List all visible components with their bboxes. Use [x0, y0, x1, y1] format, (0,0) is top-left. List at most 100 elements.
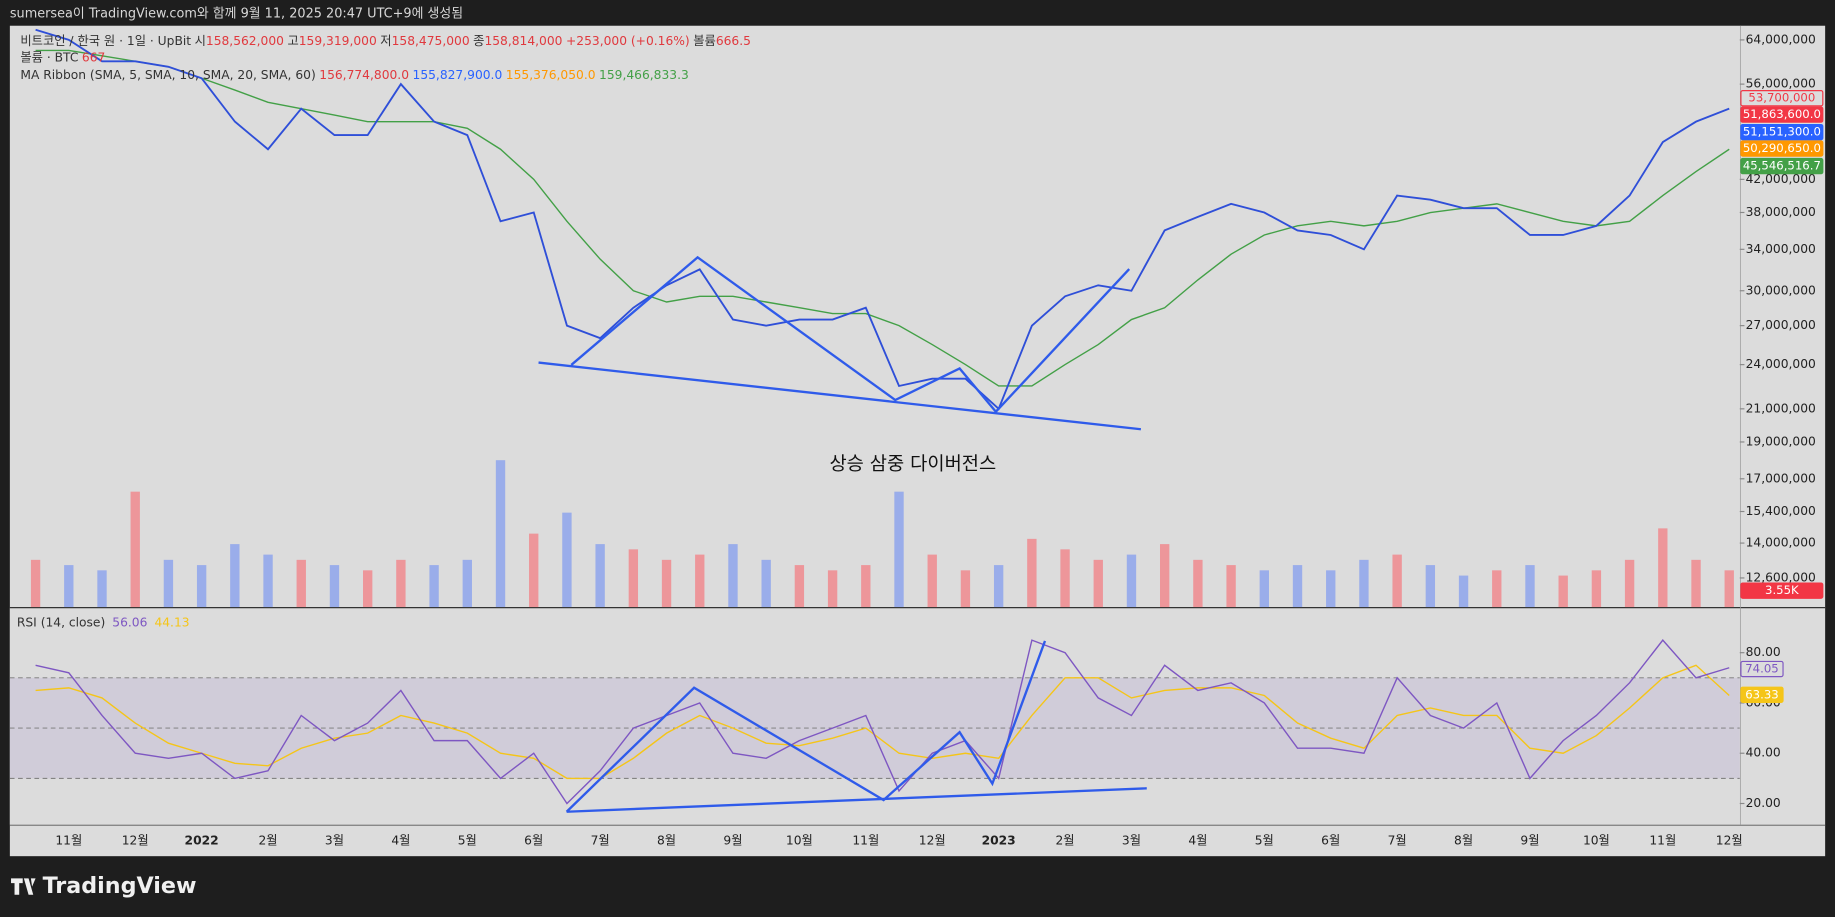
volume-bar — [529, 533, 539, 608]
x-tick-label: 7월 — [1388, 833, 1407, 847]
last-value-label: 74.05 — [1745, 662, 1778, 676]
rsi-trendline — [566, 787, 1147, 813]
volume-bar — [1624, 559, 1635, 608]
brand: TradingView — [43, 873, 197, 899]
volume-bar — [64, 565, 74, 608]
x-tick-label: 4월 — [1188, 833, 1207, 847]
legend-row: 비트코인 / 한국 원 · 1일 · UpBit 시158,562,000 고159… — [20, 33, 751, 47]
ohlc-value: 159,319,000 — [299, 33, 377, 47]
y-tick-label: 20.00 — [1746, 796, 1781, 810]
volume-bar — [495, 460, 506, 608]
volume-bar — [562, 512, 572, 608]
y-tick-label: 24,000,000 — [1746, 357, 1816, 371]
volume-bar — [1259, 570, 1269, 608]
rsi-line — [35, 664, 1730, 780]
x-tick-label: 2월 — [259, 833, 278, 847]
rsi-panel — [9, 608, 1740, 825]
volume-bar — [30, 559, 41, 608]
rsi-value: 56.06 — [112, 615, 147, 629]
y-tick-label: 14,000,000 — [1746, 536, 1816, 550]
rsi-title: RSI (14, close) — [17, 615, 105, 629]
ohlc-value: 158,475,000 — [392, 33, 470, 47]
volume-bar — [1292, 565, 1303, 608]
volume-bar — [927, 554, 937, 608]
volume-bar — [1326, 570, 1336, 608]
x-tick-label: 6월 — [1321, 833, 1340, 847]
y-tick-label: 30,000,000 — [1746, 283, 1816, 297]
volume-bar — [1691, 559, 1701, 608]
ohlc-value: 158,814,000 — [484, 33, 562, 47]
x-tick-label: 10월 — [1583, 833, 1610, 847]
volume-bar — [462, 559, 472, 608]
volume-bar — [695, 554, 705, 608]
y-tick-label: 12,600,000 — [1746, 570, 1816, 584]
y-tick-label: 15,400,000 — [1746, 504, 1816, 518]
x-tick-label: 6월 — [524, 833, 543, 847]
change: +253,000 (+0.16%) — [566, 33, 690, 47]
x-tick-label: 5월 — [1255, 833, 1274, 847]
volume-bar — [230, 544, 240, 608]
annotation: 상승 삼중 다이버전스 — [829, 454, 996, 475]
volume-bar — [1458, 575, 1469, 608]
zigzag — [570, 255, 1131, 414]
ohlc-value: 158,562,000 — [206, 33, 284, 47]
volume-bar — [1591, 570, 1602, 608]
last-value-label: 50,290,650.0 — [1743, 141, 1821, 155]
x-tick-label: 5월 — [458, 833, 477, 847]
volume-bar — [329, 565, 340, 608]
last-value-label: 51,863,600.0 — [1743, 107, 1821, 121]
x-tick-label: 11월 — [852, 833, 879, 847]
x-tick-label: 12월 — [919, 833, 946, 847]
last-value-box — [1740, 90, 1824, 107]
ma-value: 155,827,900.0 — [413, 67, 503, 81]
last-value-label: 3.55K — [1765, 583, 1799, 597]
x-tick-label: 11월 — [55, 833, 82, 847]
ma-value: 155,376,050.0 — [506, 67, 596, 81]
rsi-legend: RSI (14, close) 56.06 44.13 — [17, 615, 190, 629]
last-value-label: 45,546,516.7 — [1743, 159, 1821, 173]
volume-bar — [1492, 570, 1502, 608]
y-tick-label: 64,000,000 — [1746, 32, 1816, 46]
volume-bar — [163, 559, 174, 608]
price-line — [35, 28, 1730, 411]
volume-text: 666.5 — [716, 33, 751, 47]
volume-bar — [1425, 565, 1436, 608]
volume-bar — [1126, 554, 1137, 608]
ohlc-label: 시 — [195, 33, 206, 47]
y-tick-label: 27,000,000 — [1746, 318, 1816, 332]
volume-bar — [396, 559, 406, 608]
x-tick-label: 4월 — [391, 833, 410, 847]
y-tick-label: 56,000,000 — [1746, 77, 1816, 91]
last-value-box — [1740, 123, 1824, 141]
ma-value: 159,466,833.3 — [599, 67, 689, 81]
x-tick-label: 12월 — [122, 833, 149, 847]
rsi-zigzag — [565, 640, 1047, 813]
volume-bar — [761, 559, 771, 608]
y-tick-label: 21,000,000 — [1746, 401, 1816, 415]
volume-bar — [1724, 570, 1734, 608]
volume-bar — [1027, 538, 1037, 608]
volume-bar — [97, 570, 107, 608]
y-tick-label: 80.00 — [1746, 645, 1781, 659]
y-tick-label: 38,000,000 — [1746, 205, 1816, 219]
trendline — [538, 361, 1142, 431]
last-value-label: 53,700,000 — [1748, 91, 1815, 105]
volume-bar — [993, 565, 1004, 608]
x-tick-label: 2022 — [185, 833, 219, 847]
drawings — [538, 255, 1147, 813]
y-tick-label: 42,000,000 — [1746, 172, 1816, 186]
last-value-label: 51,151,300.0 — [1743, 125, 1821, 139]
ohlc-label: 저 — [380, 33, 391, 47]
volume-bar — [595, 544, 605, 608]
volume-bar — [661, 559, 672, 608]
volume-value: 667 — [82, 50, 105, 64]
ohlc-label: 고 — [287, 33, 298, 47]
y-tick-label: 17,000,000 — [1746, 471, 1816, 485]
volume-title: 볼륨 · BTC — [20, 50, 78, 64]
volume-bar — [794, 565, 805, 608]
last-value-box — [1740, 686, 1784, 703]
volume-bar — [1226, 565, 1236, 608]
y-tick-label: 19,000,000 — [1746, 434, 1816, 448]
volume-bar — [628, 549, 639, 608]
